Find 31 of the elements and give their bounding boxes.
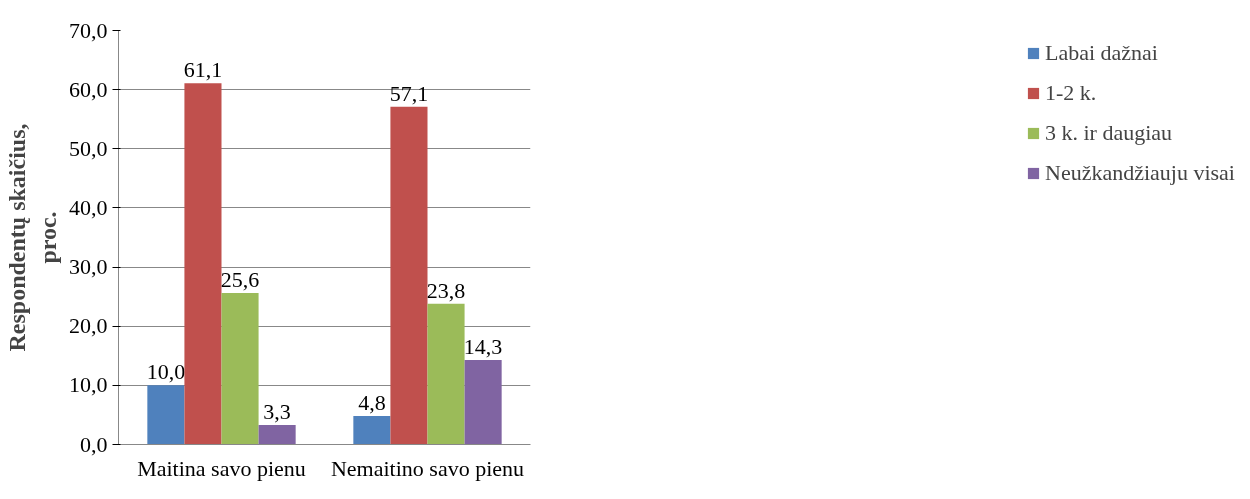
y-tick-label: 0,0 xyxy=(80,431,108,457)
y-tick-label: 60,0 xyxy=(69,76,108,102)
y-tick-label: 30,0 xyxy=(69,254,108,280)
bar xyxy=(258,424,296,445)
bar xyxy=(147,385,185,445)
data-label: 61,1 xyxy=(183,57,223,83)
bar xyxy=(221,293,259,445)
legend-label: 1-2 k. xyxy=(1045,80,1097,106)
bar xyxy=(464,359,502,445)
y-tick-label: 40,0 xyxy=(69,194,108,220)
data-label: 4,8 xyxy=(358,390,386,416)
y-tick-label: 70,0 xyxy=(69,17,108,43)
data-label: 10,0 xyxy=(146,359,186,385)
bar xyxy=(184,83,222,445)
data-label: 57,1 xyxy=(389,80,429,106)
y-tick-label: 50,0 xyxy=(69,135,108,161)
y-tick-label: 20,0 xyxy=(69,313,108,339)
data-label: 14,3 xyxy=(463,333,503,359)
y-axis-title: Respondentų skaičius, proc. xyxy=(3,123,61,352)
data-label: 25,6 xyxy=(220,267,260,293)
data-label: 3,3 xyxy=(263,398,291,424)
bar xyxy=(390,106,428,445)
legend-label: Labai dažnai xyxy=(1045,40,1158,66)
bar xyxy=(353,416,391,445)
data-label: 23,8 xyxy=(426,277,466,303)
legend-label: 3 k. ir daugiau xyxy=(1045,120,1173,146)
y-tick-label: 10,0 xyxy=(69,372,108,398)
legend-label: Neužkandžiauju visai xyxy=(1045,160,1235,186)
bar xyxy=(427,303,465,445)
x-tick-label: Nemaitino savo pienu xyxy=(330,455,525,481)
x-tick-label: Maitina savo pienu xyxy=(137,455,306,481)
